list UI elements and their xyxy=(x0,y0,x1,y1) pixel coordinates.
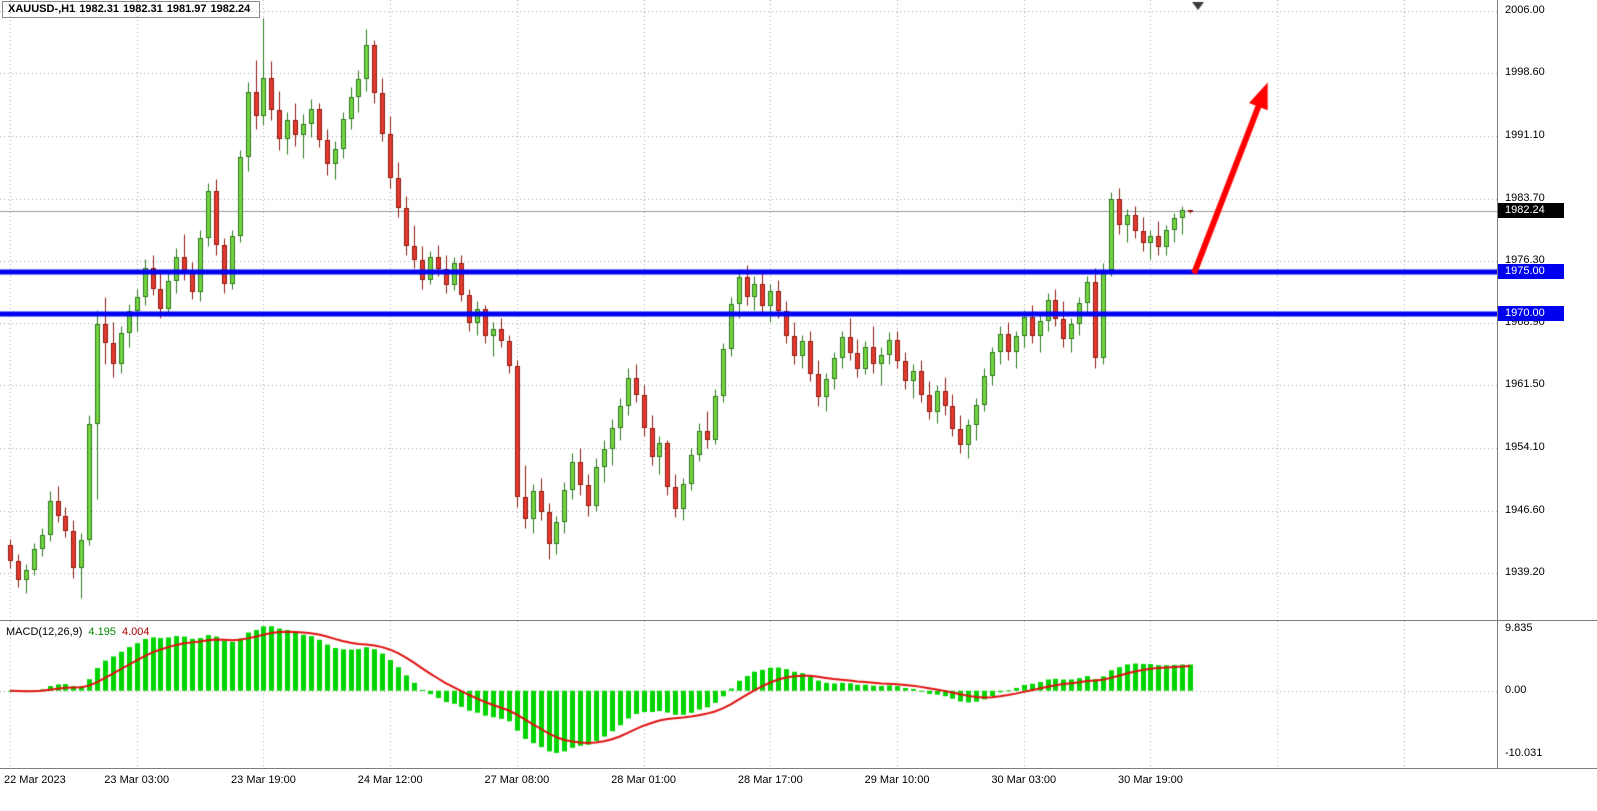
time-axis-separator[interactable] xyxy=(0,768,1597,769)
time-tick-label: 30 Mar 19:00 xyxy=(1118,774,1183,786)
ohlc-open: 1982.31 xyxy=(79,3,119,15)
time-tick-label: 22 Mar 2023 xyxy=(4,774,66,786)
time-tick-label: 24 Mar 12:00 xyxy=(357,774,423,786)
macd-signal-value: 4.004 xyxy=(121,626,150,638)
macd-indicator-canvas[interactable] xyxy=(0,621,1497,768)
ohlc-low: 1981.97 xyxy=(166,3,207,15)
time-tick-label: 29 Mar 10:00 xyxy=(864,774,930,786)
symbol-period-label: XAUUSD-,H1 xyxy=(8,3,76,15)
macd-name: MACD(12,26,9) xyxy=(6,626,83,638)
chart-title: XAUUSD-,H1 1982.31 1982.31 1981.97 1982.24 xyxy=(2,1,261,18)
macd-tick-label: 0.00 xyxy=(1505,684,1527,696)
price-tick-label: 1946.60 xyxy=(1505,504,1545,516)
macd-tick-label: 9.835 xyxy=(1505,622,1533,634)
ohlc-high: 1982.31 xyxy=(123,3,163,15)
price-tick-label: 1991.10 xyxy=(1505,129,1545,141)
pane-separator[interactable] xyxy=(0,620,1597,621)
macd-main-value: 4.195 xyxy=(88,626,116,638)
time-tick-label: 23 Mar 03:00 xyxy=(104,774,170,786)
price-tick-label: 1976.30 xyxy=(1505,254,1545,266)
price-tick-label: 1954.10 xyxy=(1505,441,1545,453)
current-price-badge: 1982.24 xyxy=(1498,203,1564,218)
price-tick-label: 1961.50 xyxy=(1505,378,1545,390)
price-tick-label: 1939.20 xyxy=(1505,566,1545,578)
time-tick-label: 30 Mar 03:00 xyxy=(991,774,1057,786)
time-tick-label: 28 Mar 01:00 xyxy=(611,774,677,786)
time-tick-label: 23 Mar 19:00 xyxy=(231,774,296,786)
macd-tick-label: -10.031 xyxy=(1505,747,1543,759)
price-tick-label: 1983.70 xyxy=(1505,192,1545,204)
ohlc-close: 1982.24 xyxy=(210,3,251,15)
price-axis-separator xyxy=(1497,0,1498,768)
level-badge-1975[interactable]: 1975.00 xyxy=(1498,264,1564,279)
price-tick-label: 1998.60 xyxy=(1505,66,1545,78)
price-chart-canvas[interactable] xyxy=(0,0,1497,620)
time-tick-label: 28 Mar 17:00 xyxy=(737,774,803,786)
macd-indicator-label: MACD(12,26,9) 4.195 4.004 xyxy=(6,626,149,638)
time-tick-label: 27 Mar 08:00 xyxy=(484,774,550,786)
price-tick-label: 2006.00 xyxy=(1505,4,1545,16)
level-badge-1970[interactable]: 1970.00 xyxy=(1498,306,1564,321)
